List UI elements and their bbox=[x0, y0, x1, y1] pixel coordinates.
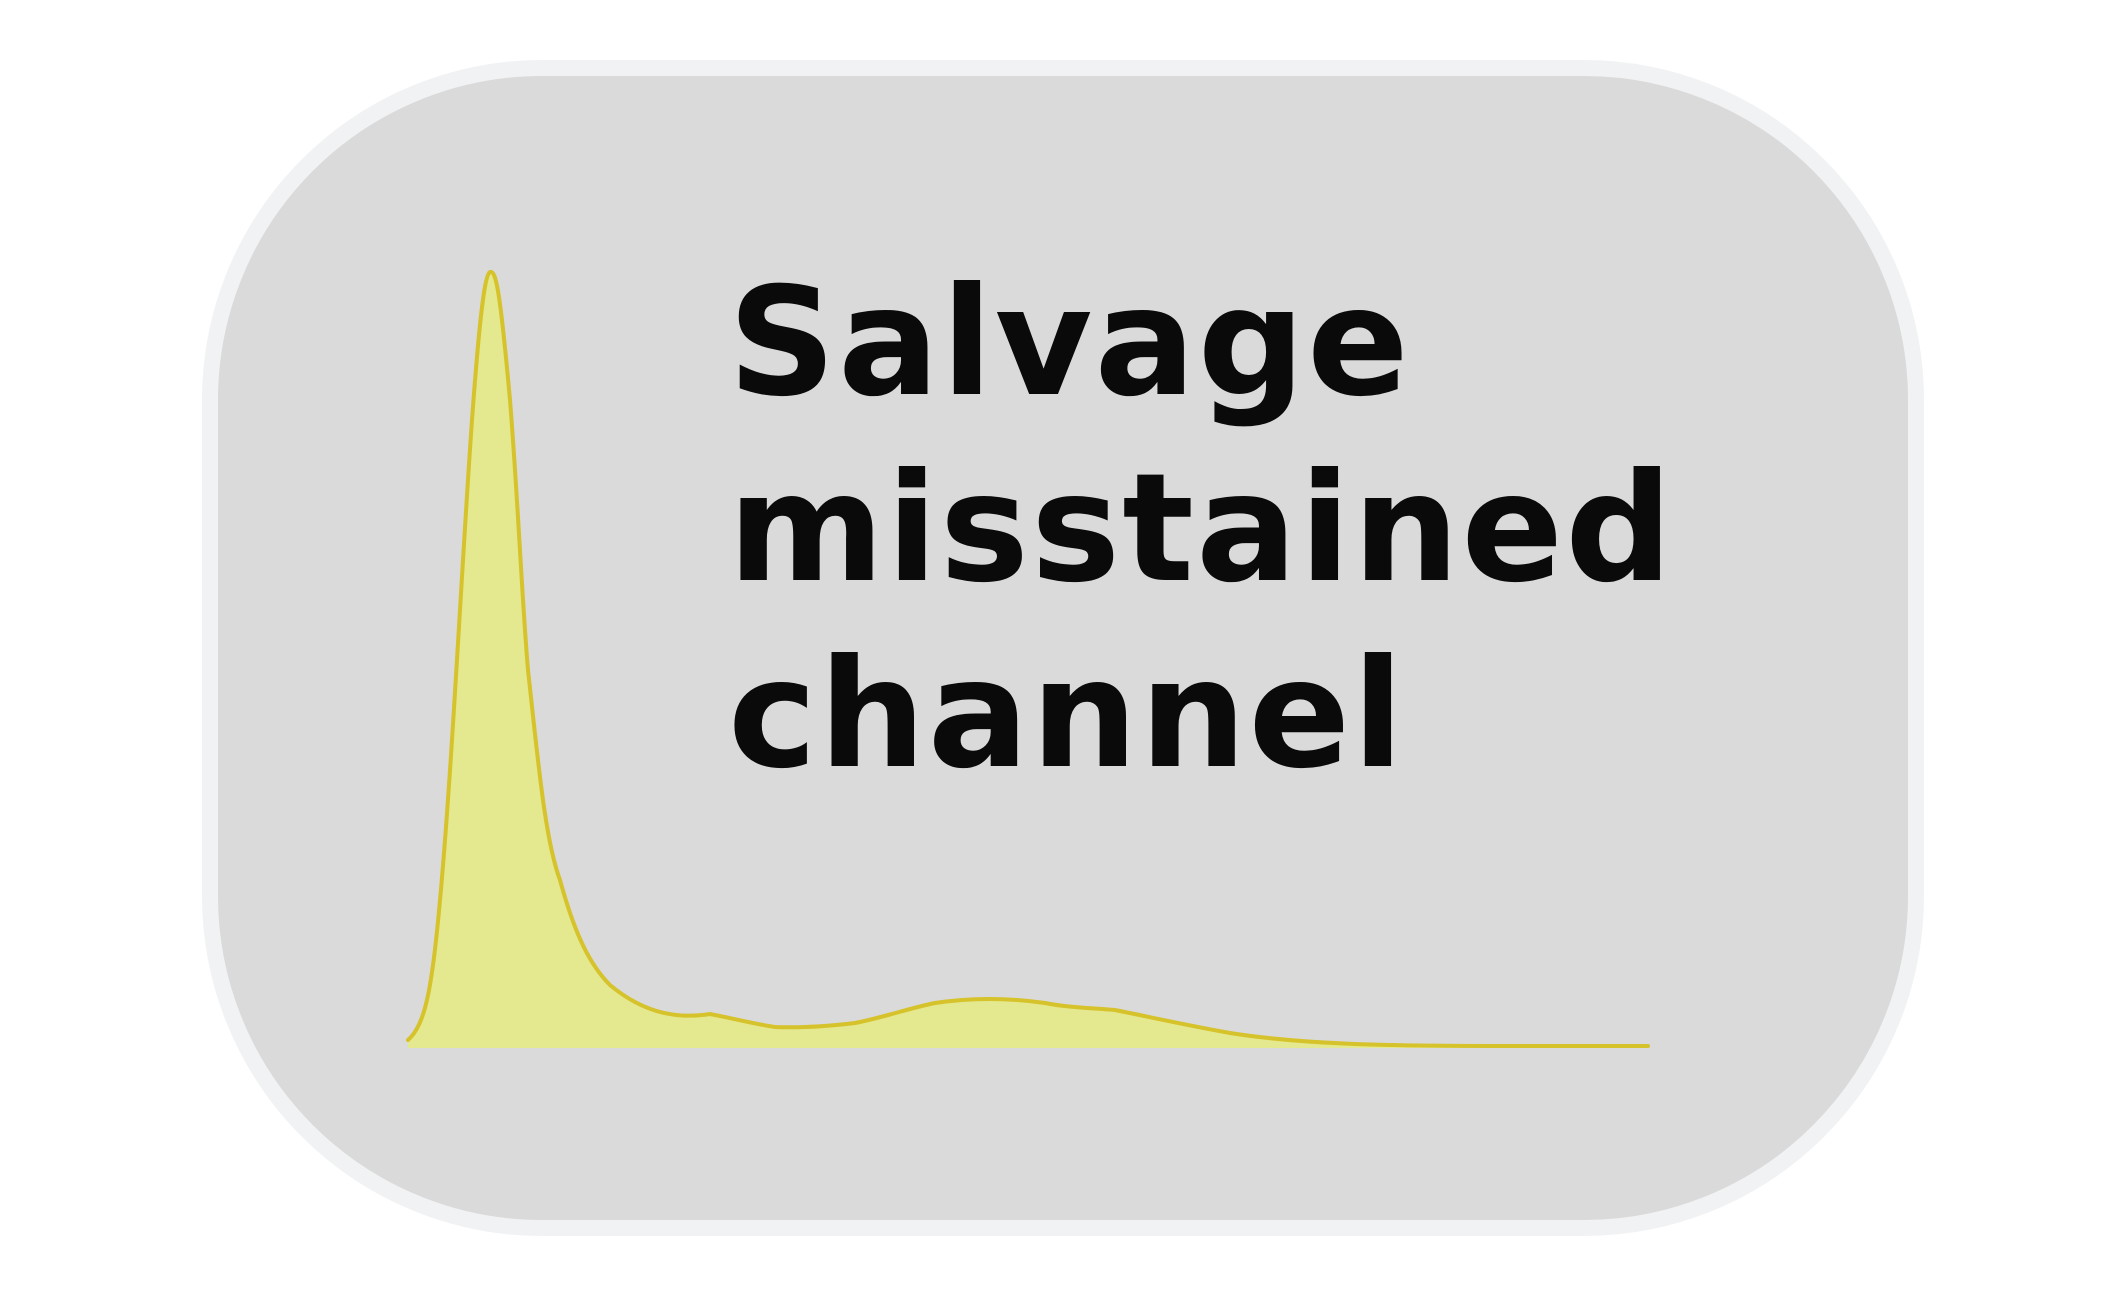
density-curve-line bbox=[406, 269, 1650, 1049]
density-curve-fill bbox=[408, 271, 1648, 1048]
title-line-3: channel bbox=[728, 628, 1406, 802]
title: Salvage misstained channel bbox=[728, 250, 1675, 808]
title-line-1: Salvage bbox=[728, 256, 1411, 430]
title-line-2: misstained bbox=[728, 442, 1675, 616]
